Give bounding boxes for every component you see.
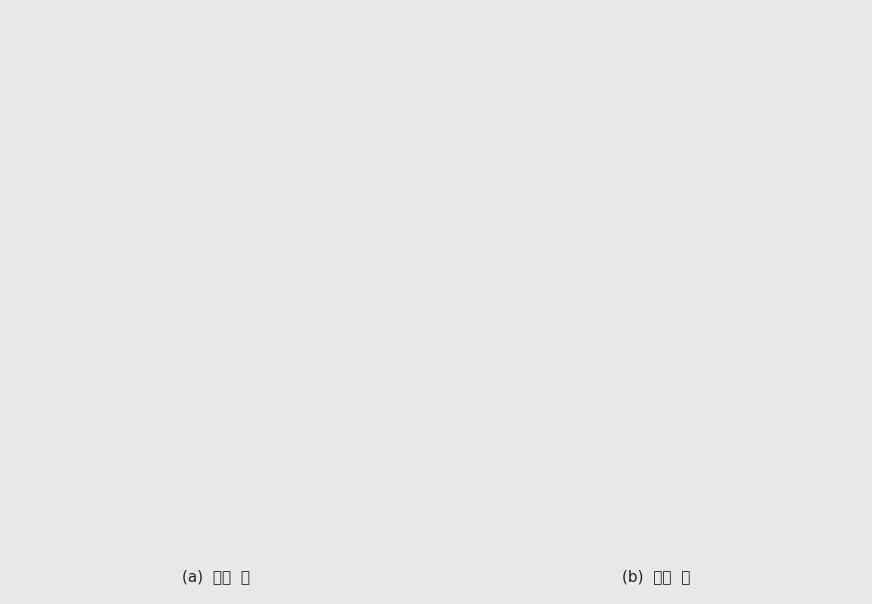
Text: (b)  개선  후: (b) 개선 후: [622, 570, 690, 584]
Text: (a)  개선  전: (a) 개선 전: [182, 570, 250, 584]
